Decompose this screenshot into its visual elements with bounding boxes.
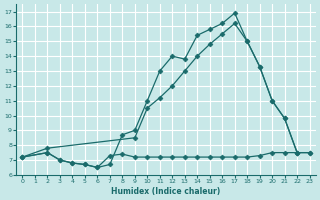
X-axis label: Humidex (Indice chaleur): Humidex (Indice chaleur): [111, 187, 221, 196]
